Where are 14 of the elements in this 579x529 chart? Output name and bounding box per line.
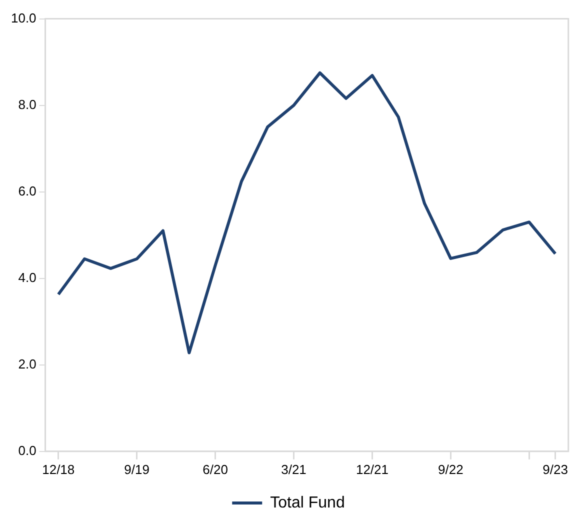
- y-tick-label: 10.0: [10, 10, 36, 26]
- x-tick-label: 3/21: [281, 462, 306, 477]
- x-tick-label: 9/23: [542, 462, 568, 477]
- y-tick-label: 8.0: [18, 96, 36, 112]
- y-tick-label: 4.0: [18, 270, 36, 285]
- y-tick-label: 2.0: [18, 356, 36, 372]
- y-tick-label: 0.0: [18, 442, 36, 458]
- x-tick-label: 12/21: [356, 462, 388, 477]
- x-tick-label: 12/18: [42, 462, 75, 477]
- x-tick-label: 6/20: [202, 462, 228, 477]
- x-tick-label: 9/22: [438, 462, 464, 477]
- x-tick-label: 9/19: [124, 462, 150, 477]
- legend-label: Total Fund: [270, 494, 345, 512]
- y-tick-label: 6.0: [18, 183, 36, 198]
